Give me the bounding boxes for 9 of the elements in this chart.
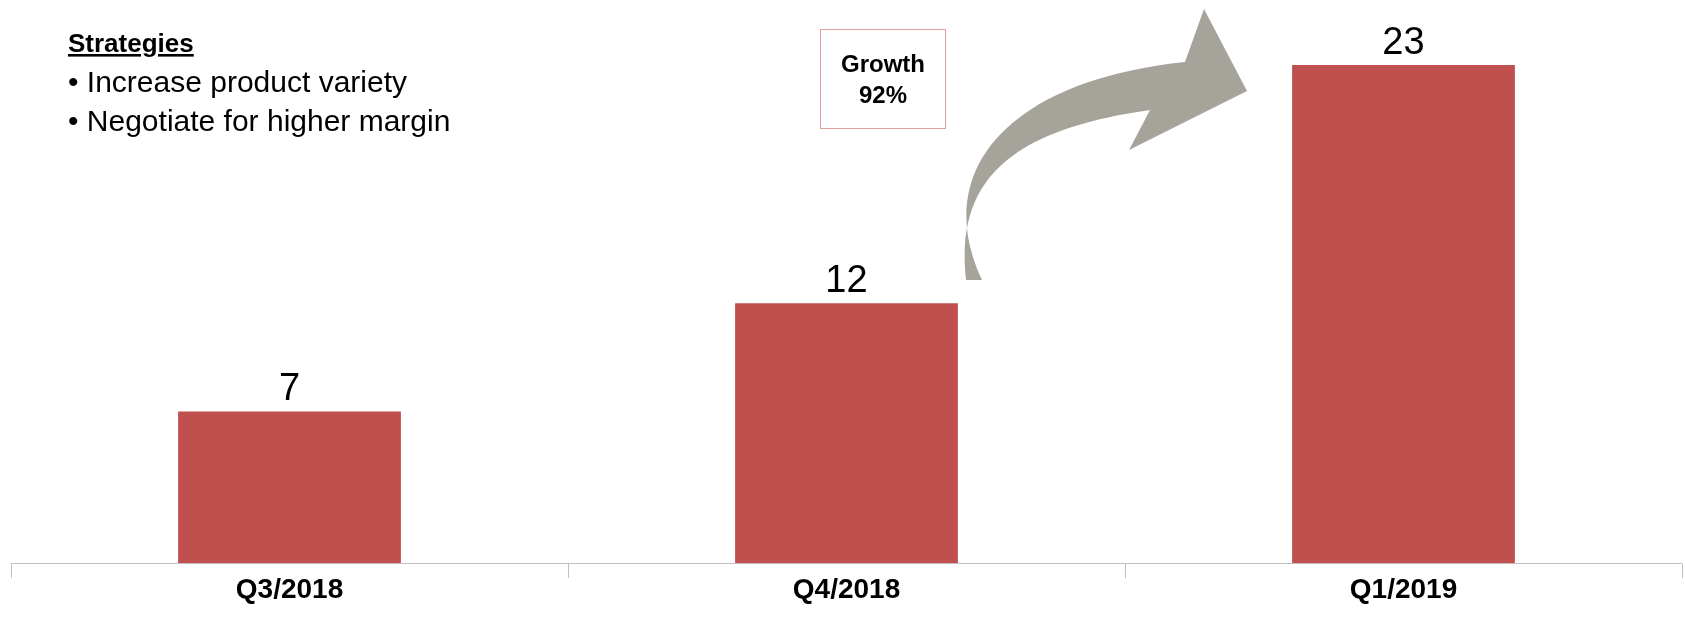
x-tick-label: Q3/2018	[235, 572, 344, 604]
data-label: 7	[278, 366, 301, 409]
x-tick-label: Q1/2019	[1349, 572, 1458, 604]
x-tick-label: Q4/2018	[792, 572, 901, 604]
data-label: 23	[1382, 19, 1425, 62]
text: Strategies	[68, 28, 194, 58]
annotation: Growth 92%	[841, 50, 925, 109]
data-label: 12	[825, 258, 868, 301]
annotation: • Increase product variety • Negotiate for higher margin	[68, 65, 451, 137]
